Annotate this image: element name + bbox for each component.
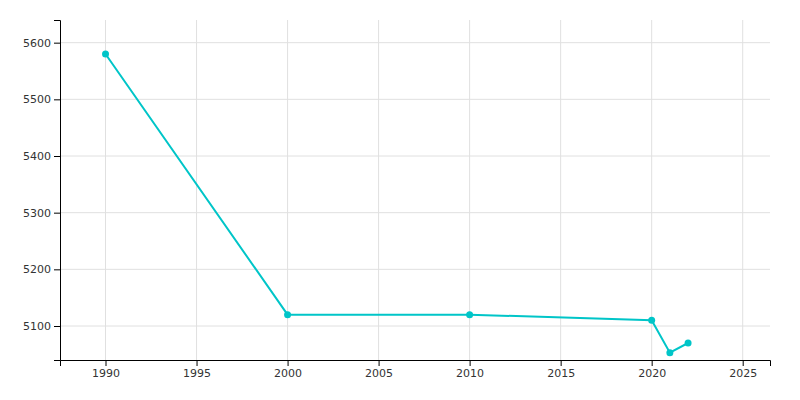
tick-mark	[54, 213, 60, 214]
point	[648, 317, 655, 324]
tick: 5500	[23, 93, 60, 106]
tick: 1995	[183, 360, 211, 380]
grid-line-x	[196, 20, 197, 360]
tick: 5600	[23, 37, 60, 50]
tick-label: 2020	[638, 367, 666, 380]
chart: 1990 1995 2000 2005 2010 2015 2020 2025 5100 5200…	[0, 0, 800, 400]
grid-line-y	[60, 99, 770, 100]
tick-mark	[197, 360, 198, 366]
tick-label: 2005	[365, 367, 393, 380]
tick-mark	[743, 360, 744, 366]
tick-mark	[470, 360, 471, 366]
tick-label: 2025	[729, 367, 757, 380]
tick-label: 2015	[547, 367, 575, 380]
x-axis: 1990 1995 2000 2005 2010 2015 2020 2025	[61, 360, 771, 380]
tick: 2020	[638, 360, 666, 380]
tick: 2000	[274, 360, 302, 380]
point	[284, 311, 291, 318]
grid-line-x	[651, 20, 652, 360]
tick: 1990	[92, 360, 120, 380]
tick-label: 2000	[274, 367, 302, 380]
tick-mark	[379, 360, 380, 366]
tick-mark	[106, 360, 107, 366]
tick: 5300	[23, 207, 60, 220]
plot: 1990 1995 2000 2005 2010 2015 2020 2025 5100 5200…	[23, 20, 771, 380]
grid-line-x	[105, 20, 106, 360]
tick-mark	[652, 360, 653, 366]
marks	[102, 51, 692, 357]
grid-line-x	[469, 20, 470, 360]
tick-label: 2010	[456, 367, 484, 380]
tick-mark	[561, 360, 562, 366]
line	[106, 54, 689, 353]
grid-line-x	[742, 20, 743, 360]
tick-label: 1995	[183, 367, 211, 380]
tick-label: 5100	[23, 320, 51, 333]
grid-line-x	[378, 20, 379, 360]
tick-mark	[54, 269, 60, 270]
tick: 2015	[547, 360, 575, 380]
tick-mark	[54, 326, 60, 327]
tick: 2005	[365, 360, 393, 380]
grid-line-y	[60, 326, 770, 327]
tick-mark	[54, 43, 60, 44]
grid-line-y	[60, 212, 770, 213]
tick: 5400	[23, 150, 60, 163]
point	[666, 349, 673, 356]
grid	[60, 20, 770, 360]
point	[102, 51, 109, 58]
tick: 2025	[729, 360, 757, 380]
tick-label: 5200	[23, 263, 51, 276]
axis-line	[54, 21, 61, 361]
tick-mark	[54, 99, 60, 100]
grid-line-y	[60, 269, 770, 270]
y-axis: 5100 5200 5300 5400 5500 5600	[23, 21, 61, 361]
tick-label: 1990	[92, 367, 120, 380]
tick-label: 5400	[23, 150, 51, 163]
tick-mark	[54, 156, 60, 157]
point	[466, 311, 473, 318]
grid-line-x	[560, 20, 561, 360]
point	[685, 340, 692, 347]
tick-mark	[288, 360, 289, 366]
grid-line-y	[60, 42, 770, 43]
grid-line-x	[287, 20, 288, 360]
tick: 5200	[23, 263, 60, 276]
tick: 5100	[23, 320, 60, 333]
tick: 2010	[456, 360, 484, 380]
grid-line-y	[60, 156, 770, 157]
tick-label: 5300	[23, 207, 51, 220]
tick-label: 5600	[23, 37, 51, 50]
tick-label: 5500	[23, 93, 51, 106]
axis-line	[61, 361, 771, 367]
